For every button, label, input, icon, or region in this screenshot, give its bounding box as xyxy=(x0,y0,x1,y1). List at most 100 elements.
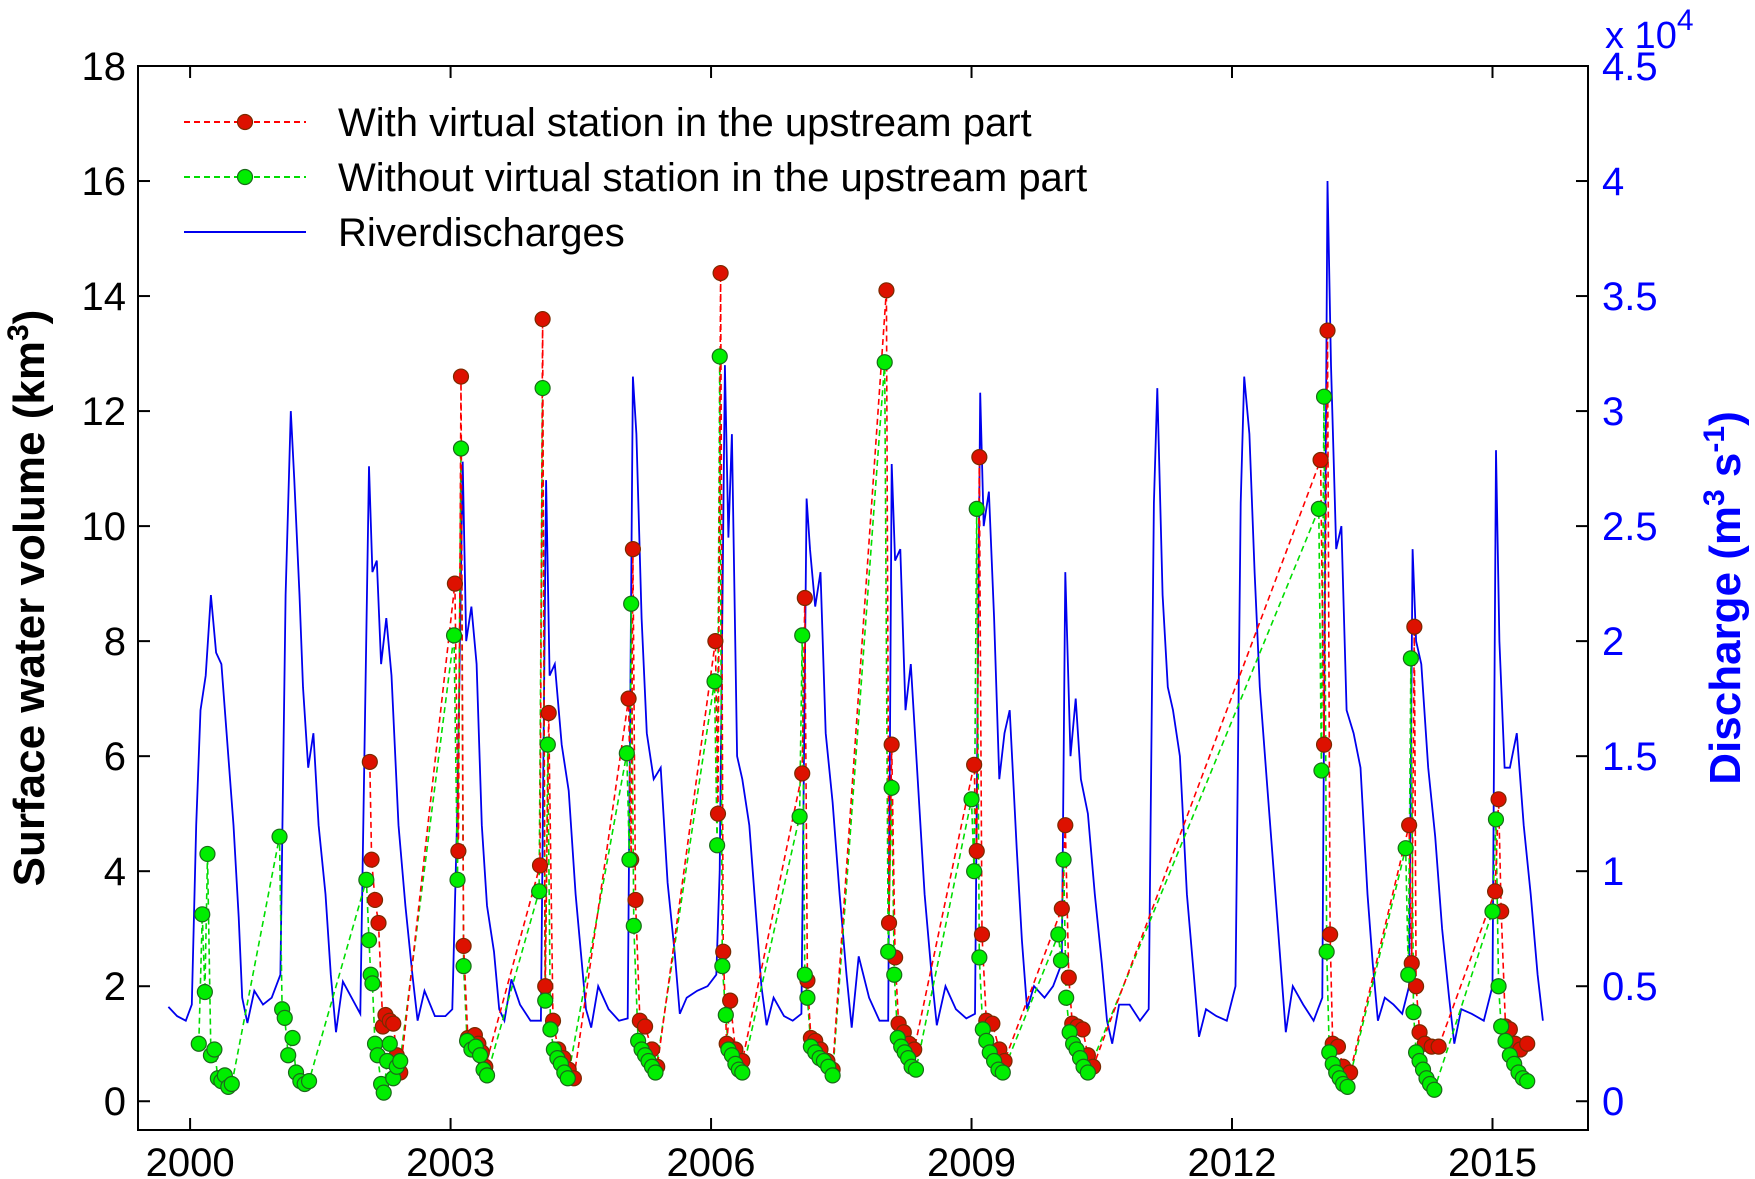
with-station-point xyxy=(712,264,729,282)
without-station-point xyxy=(1490,978,1507,995)
with-station-point xyxy=(1057,817,1074,834)
without-station-point xyxy=(471,1047,489,1064)
without-station-point xyxy=(537,992,554,1009)
without-station-point xyxy=(542,1021,559,1038)
left-tick-label: 6 xyxy=(104,735,126,779)
without-station-point xyxy=(796,966,813,983)
without-station-point xyxy=(1318,943,1335,960)
with-station-point xyxy=(1074,1021,1091,1038)
without-station-point xyxy=(1052,952,1070,969)
series-layer xyxy=(167,180,1544,1101)
legend-marker-1 xyxy=(236,113,254,131)
without-station-point xyxy=(196,983,213,1001)
with-station-point xyxy=(627,891,644,909)
right-tick-label: 0.5 xyxy=(1602,965,1658,1009)
without-station-point xyxy=(966,863,983,880)
with-station-point xyxy=(1053,900,1070,917)
legend: With virtual station in the upstream par… xyxy=(184,101,1087,255)
without-station-point xyxy=(559,1070,576,1087)
without-station-point xyxy=(971,949,988,966)
with-station-point xyxy=(1322,926,1339,943)
without-station-point xyxy=(392,1052,409,1070)
without-station-point xyxy=(455,957,472,975)
without-station-point xyxy=(1493,1018,1510,1035)
right-tick-label: 3 xyxy=(1602,390,1624,434)
with-station-point xyxy=(537,978,554,995)
without-station-point xyxy=(271,828,288,845)
without-station-point xyxy=(647,1064,664,1081)
with-station-point xyxy=(883,736,900,753)
without-station-point xyxy=(734,1064,751,1081)
without-station-point xyxy=(364,975,381,992)
without-station-point xyxy=(618,745,635,762)
legend-entry-3: Riverdischarges xyxy=(338,211,625,255)
x-tick-label: 2015 xyxy=(1448,1141,1537,1179)
without-station-point xyxy=(280,1047,297,1064)
x-tick-label: 2006 xyxy=(667,1141,756,1179)
without-station-point xyxy=(194,906,211,923)
left-tick-label: 0 xyxy=(104,1080,126,1124)
left-tick-label: 14 xyxy=(82,275,127,319)
right-tick-label: 4 xyxy=(1602,160,1624,204)
without-station-point xyxy=(223,1075,240,1093)
right-tick-label: 4.5 xyxy=(1602,45,1658,89)
without-station-point xyxy=(534,379,551,397)
with-station-point xyxy=(370,914,387,932)
x-tick-label: 2003 xyxy=(406,1141,495,1179)
without-station-point xyxy=(1426,1081,1443,1098)
without-station-point xyxy=(968,500,985,517)
without-station-point xyxy=(714,957,731,975)
left-axis: 0 2 4 6 8 10 12 14 16 18 xyxy=(82,45,150,1124)
without-station-point xyxy=(375,1084,392,1101)
without-station-point xyxy=(1050,926,1067,943)
with-station-point xyxy=(715,943,732,960)
without-station-point xyxy=(709,837,726,854)
with-station-point xyxy=(722,992,739,1009)
plot-frame xyxy=(137,65,1589,1131)
without-station-point xyxy=(449,871,466,888)
without-station-point xyxy=(876,354,893,371)
with-station-point xyxy=(620,690,637,707)
without-station-point xyxy=(1313,762,1330,779)
without-station-point xyxy=(1058,989,1075,1006)
left-axis-label: Surface water volume (km3) xyxy=(2,310,54,887)
without-station-point xyxy=(1079,1064,1096,1081)
with-station-point xyxy=(794,765,811,782)
without-station-point xyxy=(452,440,470,457)
without-station-point xyxy=(711,348,728,365)
with-station-point xyxy=(361,753,378,771)
with-station-point xyxy=(709,805,727,822)
right-axis-multiplier: x 104 xyxy=(1605,4,1694,57)
with-station-point xyxy=(636,1018,654,1035)
without-station-point xyxy=(190,1035,207,1052)
without-station-point xyxy=(1497,1032,1514,1049)
without-station-point xyxy=(199,845,216,863)
x-tick-label: 2009 xyxy=(927,1141,1016,1179)
legend-entry-1: With virtual station in the upstream par… xyxy=(338,101,1032,145)
without-station-point xyxy=(381,1035,398,1052)
without-station-point xyxy=(276,1009,293,1026)
with-station-point xyxy=(385,1015,402,1032)
without-station-point xyxy=(539,736,556,753)
discharge-line xyxy=(167,180,1544,1044)
left-tick-label: 4 xyxy=(104,850,126,894)
without-station-point xyxy=(1487,811,1505,828)
with-station-point xyxy=(1490,791,1507,808)
with-station-point xyxy=(1406,618,1423,635)
without-station-point xyxy=(1310,500,1327,517)
with-station-point xyxy=(1312,451,1329,469)
x-axis: 2000 2003 2006 2009 2012 2015 xyxy=(146,66,1537,1179)
without-station-point xyxy=(880,943,897,960)
with-station-point xyxy=(540,704,557,722)
without-station-point xyxy=(883,779,900,796)
with-station-point xyxy=(1060,969,1077,986)
with-station-point xyxy=(624,541,642,558)
x-tick-label: 2000 xyxy=(146,1141,235,1179)
without-station-point xyxy=(1400,966,1417,983)
without-station-point xyxy=(1402,650,1419,667)
with-station-point xyxy=(968,842,985,860)
with-station-point xyxy=(878,282,895,299)
left-tick-label: 18 xyxy=(82,45,127,89)
with-station-point xyxy=(366,891,384,909)
